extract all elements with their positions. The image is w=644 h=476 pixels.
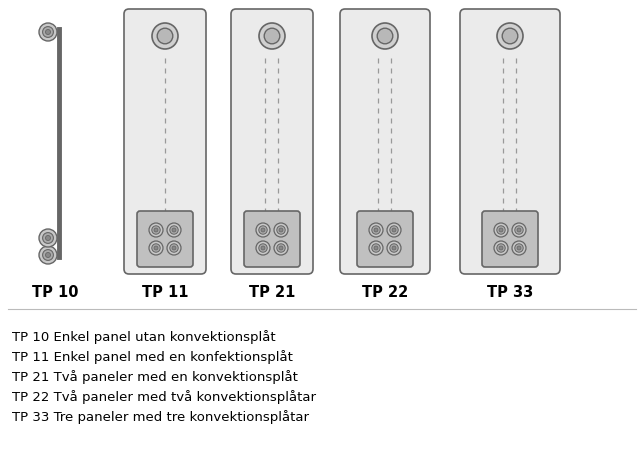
FancyBboxPatch shape <box>357 211 413 268</box>
Text: TP 10: TP 10 <box>32 284 79 299</box>
Circle shape <box>374 247 378 250</box>
Circle shape <box>512 241 526 256</box>
Text: TP 11: TP 11 <box>142 284 188 299</box>
FancyBboxPatch shape <box>137 211 193 268</box>
Text: TP 11 Enkel panel med en konfektionsplåt: TP 11 Enkel panel med en konfektionsplåt <box>12 349 293 363</box>
Circle shape <box>499 228 503 232</box>
Text: TP 22: TP 22 <box>362 284 408 299</box>
Circle shape <box>259 226 267 235</box>
Circle shape <box>259 24 285 50</box>
Text: TP 21: TP 21 <box>249 284 295 299</box>
Circle shape <box>46 253 50 258</box>
Circle shape <box>152 244 160 253</box>
Circle shape <box>46 236 50 241</box>
Circle shape <box>39 229 57 248</box>
Circle shape <box>256 241 270 256</box>
Circle shape <box>279 228 283 232</box>
Circle shape <box>172 247 176 250</box>
Circle shape <box>152 24 178 50</box>
Circle shape <box>39 247 57 265</box>
FancyBboxPatch shape <box>231 10 313 275</box>
Text: TP 22 Två paneler med två konvektionsplåtar: TP 22 Två paneler med två konvektionsplå… <box>12 389 316 403</box>
Circle shape <box>167 241 181 256</box>
Circle shape <box>277 244 285 253</box>
Circle shape <box>259 244 267 253</box>
Circle shape <box>261 228 265 232</box>
Circle shape <box>515 244 523 253</box>
Circle shape <box>46 30 50 35</box>
Circle shape <box>392 228 396 232</box>
Circle shape <box>390 226 398 235</box>
Circle shape <box>149 224 163 238</box>
Circle shape <box>497 226 505 235</box>
Circle shape <box>157 29 173 45</box>
Circle shape <box>39 24 57 42</box>
Circle shape <box>43 233 53 244</box>
Circle shape <box>256 224 270 238</box>
Circle shape <box>369 241 383 256</box>
Circle shape <box>149 241 163 256</box>
Circle shape <box>390 244 398 253</box>
Circle shape <box>517 228 521 232</box>
Circle shape <box>392 247 396 250</box>
Circle shape <box>43 250 53 261</box>
Circle shape <box>261 247 265 250</box>
Circle shape <box>377 29 393 45</box>
Circle shape <box>172 228 176 232</box>
Circle shape <box>279 247 283 250</box>
Circle shape <box>374 228 378 232</box>
Circle shape <box>170 244 178 253</box>
Circle shape <box>512 224 526 238</box>
Text: TP 33 Tre paneler med tre konvektionsplåtar: TP 33 Tre paneler med tre konvektionsplå… <box>12 409 309 423</box>
Circle shape <box>369 224 383 238</box>
FancyBboxPatch shape <box>340 10 430 275</box>
Circle shape <box>274 224 288 238</box>
Circle shape <box>497 244 505 253</box>
Circle shape <box>372 244 380 253</box>
Circle shape <box>387 224 401 238</box>
FancyBboxPatch shape <box>460 10 560 275</box>
Circle shape <box>277 226 285 235</box>
Circle shape <box>154 228 158 232</box>
Circle shape <box>372 24 398 50</box>
Circle shape <box>387 241 401 256</box>
FancyBboxPatch shape <box>244 211 300 268</box>
Circle shape <box>152 226 160 235</box>
FancyBboxPatch shape <box>482 211 538 268</box>
Circle shape <box>494 241 508 256</box>
Circle shape <box>264 29 279 45</box>
Circle shape <box>167 224 181 238</box>
Text: TP 21 Två paneler med en konvektionsplåt: TP 21 Två paneler med en konvektionsplåt <box>12 369 298 383</box>
Circle shape <box>502 29 518 45</box>
Circle shape <box>43 28 53 39</box>
FancyBboxPatch shape <box>124 10 206 275</box>
Circle shape <box>154 247 158 250</box>
Circle shape <box>494 224 508 238</box>
Circle shape <box>170 226 178 235</box>
Circle shape <box>372 226 380 235</box>
Circle shape <box>499 247 503 250</box>
Circle shape <box>517 247 521 250</box>
Text: TP 33: TP 33 <box>487 284 533 299</box>
Circle shape <box>497 24 523 50</box>
Circle shape <box>274 241 288 256</box>
Circle shape <box>515 226 523 235</box>
Text: TP 10 Enkel panel utan konvektionsplåt: TP 10 Enkel panel utan konvektionsplåt <box>12 329 276 343</box>
